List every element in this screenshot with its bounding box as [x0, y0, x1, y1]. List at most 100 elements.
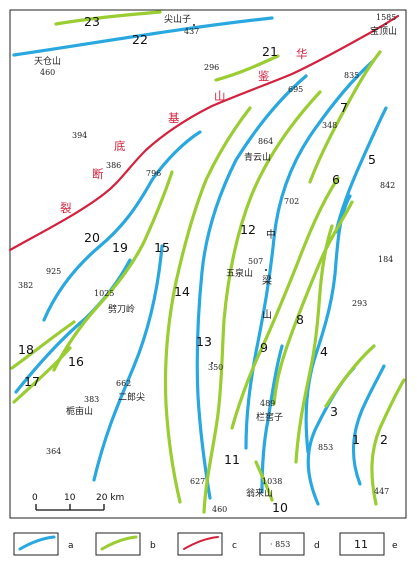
elevation-label: 1025	[94, 289, 114, 298]
place-jianshanzi: 尖山子	[164, 13, 191, 25]
elevation-label: 386	[106, 161, 121, 170]
elevation-label: 348	[322, 121, 337, 130]
elevation-label: 695	[288, 85, 303, 94]
legend-letter: b	[150, 541, 156, 551]
fault-char: 鉴	[258, 69, 270, 83]
elevation-label: 835	[344, 71, 359, 80]
elevation-label: 842	[380, 181, 395, 190]
line-number: 13	[196, 334, 212, 349]
peak-dot	[211, 362, 213, 364]
b-lines	[10, 10, 406, 514]
legend-letter: e	[392, 541, 398, 551]
legend-letter: c	[232, 541, 237, 551]
fault-char: 华	[296, 47, 308, 61]
elevation-label: 627	[190, 477, 205, 486]
line-2b	[324, 344, 376, 408]
range-char: 梁	[262, 274, 272, 287]
peak-dot	[193, 24, 195, 26]
elevation-label: 296	[204, 63, 219, 72]
line-20	[42, 130, 202, 322]
line-5	[334, 106, 388, 234]
line-number: 15	[154, 240, 170, 255]
place-lanjiaozi: 栏窖子	[256, 411, 283, 423]
scale-tick-label: 20 km	[96, 493, 124, 503]
line-number: 2	[380, 432, 388, 447]
place-tiancangshan: 天仓山	[34, 55, 61, 67]
line-number: 14	[174, 284, 190, 299]
legend-item-c: c	[177, 532, 237, 556]
legend-item-b: b	[95, 532, 156, 556]
line-number: 1	[352, 432, 360, 447]
line-3	[306, 366, 356, 506]
legend-letter: a	[68, 541, 74, 551]
place-names: 尖山子 天仓山 宝顶山 青云山 五泉山 劈刀岭 二郎尖 栀亩山 栏窖子 翁来山	[34, 13, 397, 499]
line-number: 12	[240, 222, 256, 237]
legend-item-d: · 853 d	[259, 532, 320, 556]
line-number: 20	[84, 230, 100, 245]
fault-char: 基	[168, 111, 180, 125]
line-1	[351, 364, 386, 486]
line-15	[92, 244, 164, 482]
line-number: 5	[368, 152, 376, 167]
line-number: 11	[224, 452, 240, 467]
place-baodingshan: 宝顶山	[370, 25, 397, 37]
line-number: 23	[84, 14, 100, 29]
elevation-label: 507	[248, 257, 263, 266]
fault-char: 断	[92, 167, 104, 181]
line-11	[202, 90, 322, 514]
scale-bar: 0 10 20 km	[32, 493, 124, 511]
line-7	[308, 50, 382, 184]
elevation-label: 489	[260, 399, 275, 408]
line-10-green	[254, 460, 274, 502]
line-19	[52, 170, 174, 372]
elevation-label: 184	[378, 255, 393, 264]
line-number: 6	[332, 172, 340, 187]
legend-sample: · 853	[270, 540, 290, 549]
fault-char: 山	[214, 89, 226, 103]
elevation-label: 460	[40, 68, 55, 77]
elevation-label: 364	[46, 447, 61, 456]
line-number: 22	[132, 32, 148, 47]
line-number: 8	[296, 312, 304, 327]
legend-item-e: 11 e	[339, 532, 398, 556]
elevation-label: 383	[84, 395, 99, 404]
line-23	[54, 10, 162, 26]
line-16	[14, 258, 132, 394]
line-number: 17	[24, 374, 40, 389]
line-8	[230, 176, 340, 430]
line-number: 16	[68, 354, 84, 369]
basement-fault-line	[8, 14, 400, 252]
line-number: 9	[260, 340, 268, 355]
fault-char: 底	[114, 139, 126, 153]
elevation-label: 925	[46, 267, 61, 276]
scale-tick-label: 10	[64, 493, 76, 503]
legend-item-a: a	[13, 532, 74, 556]
elevation-label: 662	[116, 379, 131, 388]
line-22	[12, 16, 274, 57]
line-21	[214, 54, 280, 82]
line-13	[195, 74, 308, 500]
line-17	[12, 346, 72, 404]
legend-sample: 11	[354, 538, 368, 551]
line-number: 18	[18, 342, 34, 357]
elevation-label: 796	[146, 169, 161, 178]
fault-label: 华 鉴 山 基 底 断 裂	[60, 47, 308, 215]
elevation-label: 702	[284, 197, 299, 206]
range-char: 中	[266, 228, 276, 241]
place-piandaoling: 劈刀岭	[108, 303, 135, 315]
elevation-label: 853	[318, 443, 333, 452]
line-4	[294, 224, 334, 464]
place-zhiwushan: 栀亩山	[66, 405, 93, 417]
elevation-label: 394	[72, 131, 87, 140]
elevation-label: 437	[184, 27, 199, 36]
line-10	[260, 344, 284, 494]
range-label: 中 梁 山	[262, 228, 276, 321]
legend-letter: d	[314, 541, 320, 551]
place-erlangding: 二郎尖	[118, 391, 145, 403]
elevation-label: 864	[258, 137, 273, 146]
elevation-label: 460	[212, 505, 227, 514]
line-number-labels: 1 2 3 4 5 6 7 8 9 10 11 12 13 14 15 16 1…	[18, 14, 388, 515]
elevation-label: 382	[18, 281, 33, 290]
place-wulaishan: 翁来山	[246, 487, 273, 499]
